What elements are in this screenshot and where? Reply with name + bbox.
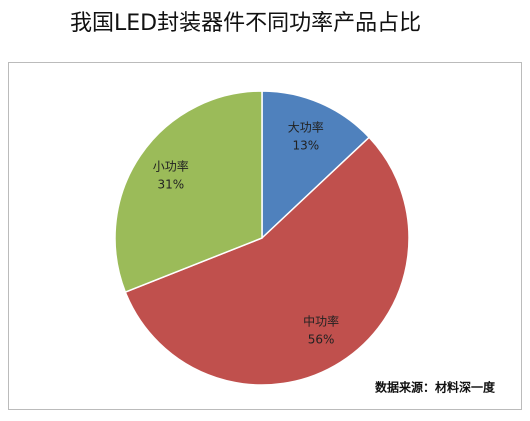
slice-category-label: 大功率 [288,119,324,134]
pie-slice [261,90,371,240]
slice-value-label: 31% [157,178,184,192]
slice-value-label: 56% [308,333,335,347]
slice-category-label: 小功率 [153,159,189,174]
slice-category-label: 中功率 [303,314,339,329]
pie-slice [114,90,263,294]
pie-slice [124,136,410,386]
chart-title: 我国LED封装器件不同功率产品占比 [70,11,421,36]
slice-value-label: 13% [292,138,319,152]
source-note: 数据来源：材料深一度 [375,380,496,395]
